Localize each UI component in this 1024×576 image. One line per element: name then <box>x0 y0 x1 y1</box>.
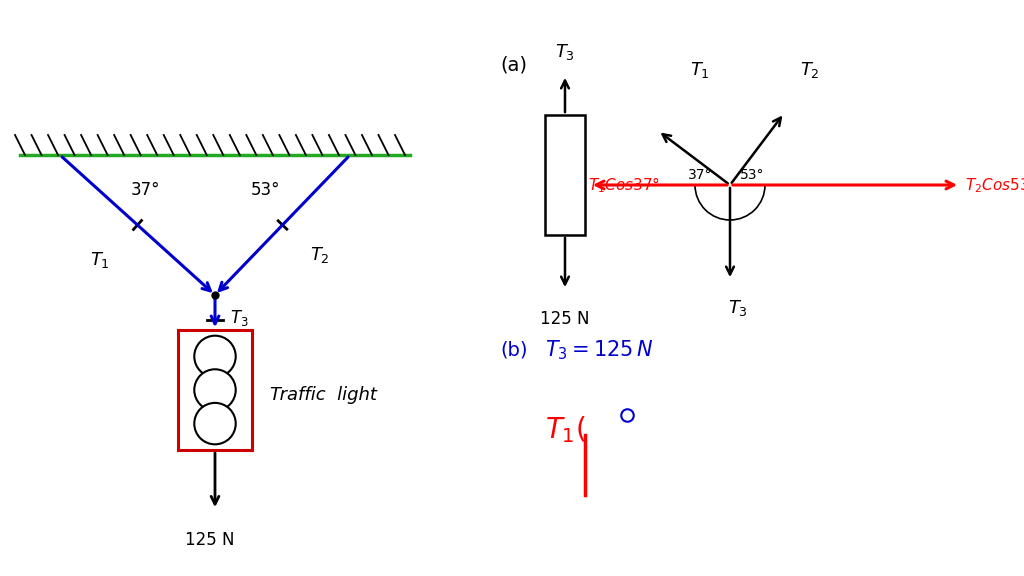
Text: $T_3 = 125\,N$: $T_3 = 125\,N$ <box>545 338 653 362</box>
Bar <box>545 115 585 235</box>
Text: $T_3$: $T_3$ <box>728 298 748 318</box>
Circle shape <box>195 403 236 444</box>
Text: $T_3$: $T_3$ <box>555 42 574 62</box>
Text: (b): (b) <box>500 340 527 359</box>
Text: $T_2$: $T_2$ <box>800 60 820 80</box>
Text: 53°: 53° <box>739 168 764 182</box>
Text: $T_1Cos37°$: $T_1Cos37°$ <box>588 175 660 195</box>
Circle shape <box>195 336 236 377</box>
Text: $T_1$(: $T_1$( <box>545 415 586 445</box>
Text: 125 N: 125 N <box>541 310 590 328</box>
Text: 53°: 53° <box>250 181 280 199</box>
Text: Traffic  light: Traffic light <box>270 386 377 404</box>
Bar <box>178 330 252 450</box>
Text: $T_1$: $T_1$ <box>90 250 110 270</box>
Text: $T_2$: $T_2$ <box>310 245 330 265</box>
Text: 37°: 37° <box>130 181 160 199</box>
Circle shape <box>195 369 236 411</box>
Text: $T_2Cos53°$: $T_2Cos53°$ <box>965 175 1024 195</box>
Text: 37°: 37° <box>688 168 713 182</box>
Text: (a): (a) <box>500 55 527 74</box>
Text: 125 N: 125 N <box>185 531 234 549</box>
Text: $T_3$: $T_3$ <box>230 308 249 328</box>
Text: $T_1$: $T_1$ <box>690 60 710 80</box>
